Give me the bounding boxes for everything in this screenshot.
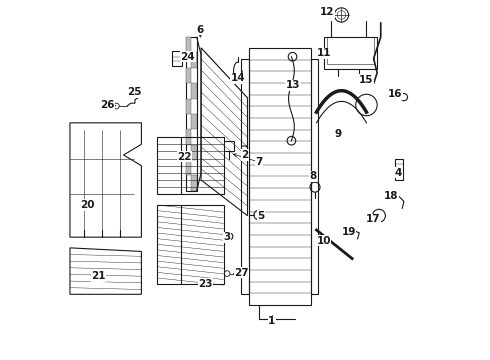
Text: 9: 9: [334, 129, 342, 139]
Text: 2: 2: [242, 150, 248, 160]
Bar: [248, 48, 311, 305]
Bar: [186, 160, 192, 175]
Text: 12: 12: [320, 7, 334, 17]
Bar: [157, 137, 223, 194]
Text: 10: 10: [317, 236, 331, 246]
Text: 19: 19: [342, 227, 356, 237]
Text: 26: 26: [100, 100, 115, 110]
Bar: [242, 59, 248, 294]
Bar: [186, 129, 192, 145]
Text: 17: 17: [367, 214, 381, 224]
Bar: [327, 37, 373, 64]
Text: 25: 25: [127, 87, 142, 98]
Bar: [192, 53, 197, 68]
Text: 21: 21: [91, 271, 106, 282]
Text: 16: 16: [388, 89, 402, 99]
Text: 6: 6: [196, 25, 204, 35]
Bar: [192, 83, 197, 99]
Text: 5: 5: [257, 211, 265, 221]
Bar: [186, 37, 192, 53]
Text: 13: 13: [286, 80, 300, 90]
Text: 8: 8: [309, 171, 317, 181]
Text: 7: 7: [256, 157, 263, 167]
Text: 23: 23: [198, 279, 213, 289]
Text: 4: 4: [395, 168, 402, 178]
Text: 22: 22: [177, 152, 192, 162]
Text: 15: 15: [359, 75, 374, 85]
Text: 18: 18: [384, 191, 399, 201]
Bar: [157, 205, 223, 284]
Bar: [192, 114, 197, 129]
Text: 14: 14: [230, 73, 245, 83]
Text: 3: 3: [223, 232, 231, 242]
Bar: [323, 37, 377, 69]
Bar: [395, 158, 403, 180]
Bar: [172, 51, 182, 66]
Text: 1: 1: [268, 316, 275, 326]
Text: 27: 27: [234, 268, 249, 278]
Bar: [186, 68, 192, 83]
Bar: [192, 175, 197, 191]
Text: 20: 20: [80, 200, 95, 210]
Bar: [311, 59, 318, 294]
Bar: [186, 37, 197, 191]
Bar: [186, 99, 192, 114]
Text: 11: 11: [317, 48, 331, 58]
Bar: [192, 145, 197, 160]
Text: 24: 24: [180, 52, 195, 62]
